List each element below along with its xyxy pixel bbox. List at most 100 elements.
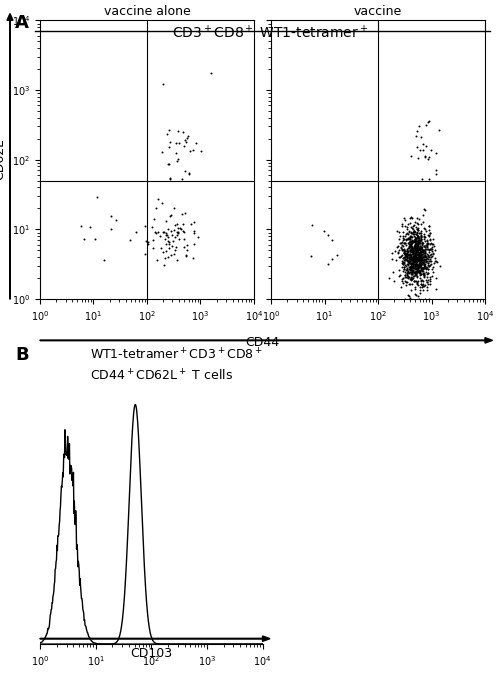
- Point: [412, 263, 420, 274]
- Point: [409, 267, 417, 278]
- Point: [412, 239, 420, 250]
- Point: [416, 260, 424, 271]
- Point: [406, 248, 413, 259]
- Title: CTL
vaccine alone: CTL vaccine alone: [104, 0, 190, 18]
- Point: [144, 237, 152, 247]
- Point: [416, 248, 424, 259]
- Point: [411, 288, 419, 299]
- Point: [428, 261, 436, 272]
- Point: [396, 231, 404, 241]
- Point: [414, 254, 422, 264]
- Point: [176, 138, 184, 148]
- Point: [407, 231, 415, 242]
- Point: [412, 244, 420, 255]
- Point: [144, 238, 152, 249]
- Point: [396, 281, 404, 292]
- Point: [402, 275, 409, 286]
- Point: [398, 242, 406, 253]
- Point: [426, 255, 434, 266]
- Point: [418, 246, 426, 257]
- Point: [425, 256, 433, 266]
- Point: [179, 126, 187, 137]
- Point: [182, 207, 190, 218]
- Point: [410, 255, 418, 266]
- Point: [414, 243, 422, 254]
- Point: [418, 245, 426, 256]
- Point: [416, 256, 424, 267]
- Point: [406, 252, 413, 263]
- Point: [410, 250, 418, 261]
- Point: [149, 234, 157, 245]
- Point: [401, 266, 409, 277]
- Point: [399, 259, 407, 270]
- Point: [413, 261, 421, 272]
- Point: [416, 227, 424, 238]
- Point: [398, 236, 406, 247]
- Point: [418, 245, 426, 256]
- Point: [426, 276, 434, 287]
- Point: [404, 290, 412, 300]
- Point: [428, 252, 436, 263]
- Point: [415, 256, 423, 266]
- Point: [416, 258, 424, 268]
- Point: [412, 233, 420, 243]
- Point: [180, 165, 188, 176]
- Point: [416, 235, 424, 246]
- Point: [176, 223, 184, 234]
- Point: [415, 256, 423, 266]
- Point: [413, 259, 421, 270]
- Point: [182, 137, 190, 148]
- Point: [168, 250, 175, 260]
- Point: [415, 244, 423, 255]
- Point: [184, 167, 192, 178]
- Point: [400, 265, 407, 276]
- Point: [413, 242, 421, 253]
- Point: [424, 250, 432, 260]
- Point: [410, 247, 418, 258]
- Point: [411, 267, 419, 278]
- Point: [400, 261, 408, 272]
- Point: [328, 254, 336, 264]
- Point: [404, 260, 412, 271]
- Point: [407, 244, 415, 255]
- Point: [427, 144, 435, 155]
- Point: [107, 223, 115, 234]
- Point: [160, 226, 168, 237]
- Point: [408, 247, 416, 258]
- Point: [408, 254, 416, 264]
- Point: [422, 239, 430, 250]
- Point: [414, 236, 422, 247]
- Point: [428, 245, 436, 256]
- Point: [396, 270, 404, 281]
- Point: [413, 241, 421, 252]
- Point: [419, 284, 427, 295]
- Point: [416, 267, 424, 278]
- Point: [412, 254, 420, 264]
- Point: [410, 271, 418, 281]
- Point: [423, 241, 431, 252]
- Point: [407, 250, 415, 260]
- Point: [414, 290, 422, 301]
- Point: [424, 294, 432, 304]
- Point: [412, 255, 420, 266]
- Point: [410, 275, 418, 286]
- Point: [414, 253, 422, 264]
- Point: [180, 226, 188, 237]
- Point: [394, 271, 402, 281]
- Point: [408, 237, 416, 247]
- Point: [422, 243, 430, 254]
- Point: [408, 260, 416, 271]
- Point: [412, 258, 420, 269]
- Point: [410, 256, 418, 267]
- Point: [410, 256, 418, 267]
- Point: [418, 238, 426, 249]
- Point: [414, 276, 422, 287]
- Point: [407, 253, 415, 264]
- Point: [429, 233, 437, 244]
- Point: [388, 254, 396, 264]
- Point: [420, 271, 428, 281]
- Point: [164, 224, 172, 235]
- Point: [408, 246, 416, 257]
- Point: [424, 244, 432, 255]
- Point: [414, 245, 422, 256]
